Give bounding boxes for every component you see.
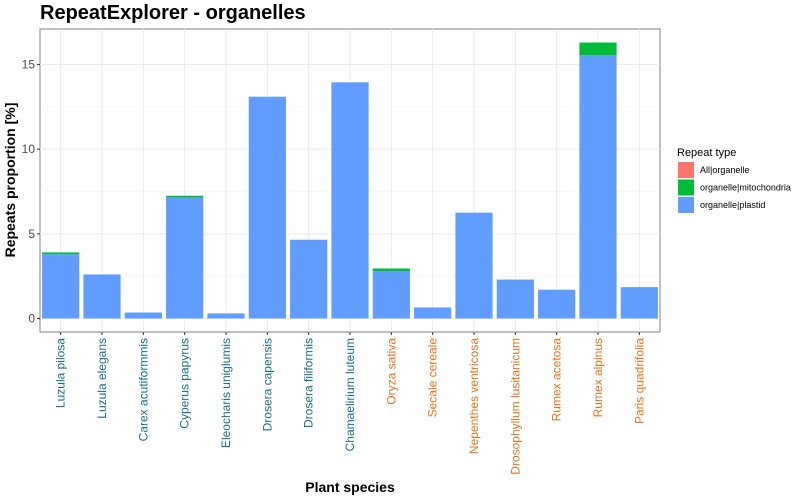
bar-organelle-plastid-5 (248, 96, 286, 319)
x-tick-label: Chamaelirium luteum (343, 338, 357, 451)
bar-organelle-plastid-12 (538, 289, 576, 319)
bar-organelle-plastid-14 (620, 287, 658, 319)
y-tick-label: 0 (28, 311, 35, 325)
legend-title: Repeat type (677, 147, 736, 159)
legend-label: organelle|plastid (700, 200, 765, 210)
legend-key (678, 179, 694, 196)
bar-organelle-plastid-2 (124, 312, 162, 319)
y-tick-label: 5 (28, 227, 35, 241)
y-axis-title: Repeats proportion [%] (2, 103, 18, 258)
x-tick-label: Rumex alpinus (591, 338, 605, 417)
x-tick-label: Drosera filiformis (302, 338, 316, 428)
y-axis-ticks: 0 5 10 15 (22, 58, 40, 325)
bar-organelle-mitochondria-0 (42, 252, 80, 255)
bar-organelle-plastid-7 (331, 82, 369, 319)
bar-organelle-plastid-8 (372, 271, 410, 319)
legend: Repeat type All|organelle organelle|mitoc… (677, 147, 791, 213)
bar-organelle-plastid-3 (166, 197, 204, 319)
x-tick-label: Secale cereale (426, 338, 440, 418)
bar-organelle-plastid-6 (290, 239, 328, 319)
x-axis-title: Plant species (305, 479, 395, 495)
bar-organelle-mitochondria-8 (372, 268, 410, 272)
y-tick-label: 15 (22, 58, 36, 72)
x-axis-ticks: Luzula pilosa Luzula elegans Carex acutifo… (54, 332, 646, 475)
bar-organelle-plastid-4 (207, 313, 245, 319)
bars (42, 42, 658, 319)
bar-organelle-mitochondria-3 (166, 195, 204, 198)
bar-organelle-plastid-9 (414, 307, 452, 319)
x-tick-label: Paris quadrifolia (632, 338, 646, 424)
x-tick-label: Luzula pilosa (54, 338, 68, 408)
x-tick-label: Luzula elegans (95, 338, 109, 419)
bar-organelle-plastid-10 (455, 212, 493, 319)
x-tick-label: Drosophyllum lusitanicum (508, 338, 522, 475)
x-tick-label: Drosera capensis (260, 338, 274, 431)
x-tick-label: Nepenthes ventricosa (467, 338, 481, 454)
x-tick-label: Rumex acetosa (550, 338, 564, 422)
bar-organelle-mitochondria-13 (579, 42, 617, 56)
legend-key (678, 197, 694, 213)
legend-label: organelle|mitochondria (700, 183, 791, 193)
legend-label: All|organelle (700, 165, 749, 175)
chart-title: RepeatExplorer - organelles (40, 2, 306, 24)
bar-organelle-plastid-1 (83, 274, 121, 319)
x-tick-label: Carex acutiformmis (136, 338, 150, 441)
y-tick-label: 10 (22, 142, 36, 156)
x-tick-label: Oryza sativa (384, 338, 398, 405)
bar-organelle-plastid-13 (579, 55, 617, 319)
bar-organelle-plastid-11 (496, 279, 534, 319)
legend-key (678, 162, 694, 178)
x-tick-label: Eleocharis uniglumis (219, 338, 233, 448)
bar-organelle-plastid-0 (42, 254, 80, 319)
x-tick-label: Cyperus papyrus (178, 338, 192, 429)
